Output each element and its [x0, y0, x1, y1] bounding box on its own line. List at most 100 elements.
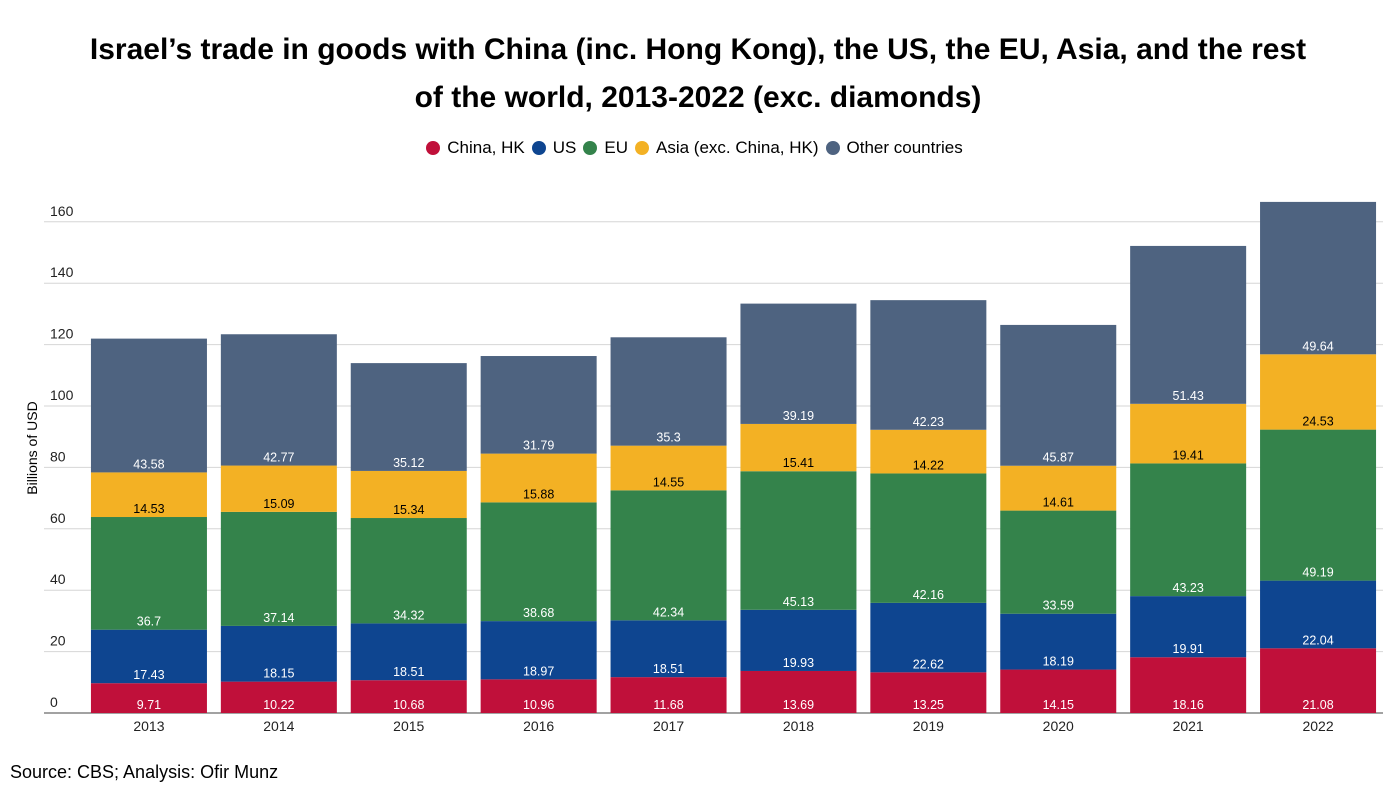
data-label: 14.61 [1043, 496, 1074, 510]
data-label: 14.22 [913, 458, 944, 472]
x-tick-label: 2016 [523, 718, 554, 734]
bar-segment [610, 620, 727, 678]
y-tick-label: 20 [50, 633, 66, 649]
bar-segment [610, 677, 727, 713]
data-label: 10.96 [523, 698, 554, 712]
data-label: 14.15 [1043, 698, 1074, 712]
bar-segment [480, 679, 597, 713]
bar-segment [870, 300, 987, 430]
bar-segment [350, 623, 467, 681]
x-tick-label: 2015 [393, 718, 424, 734]
y-tick-label: 60 [50, 510, 66, 526]
y-axis-label: Billions of USD [24, 401, 40, 494]
data-label: 42.77 [263, 451, 294, 465]
data-label: 15.88 [523, 487, 554, 501]
data-label: 22.04 [1302, 633, 1333, 647]
bar-segment [610, 337, 727, 446]
bar-segment [90, 338, 207, 473]
bar-segment [1260, 648, 1377, 713]
data-label: 35.3 [656, 431, 680, 445]
data-label: 14.55 [653, 475, 684, 489]
legend-swatch [531, 141, 546, 155]
bar-segment [1260, 580, 1377, 649]
data-label: 15.41 [783, 456, 814, 470]
data-label: 42.23 [913, 415, 944, 429]
data-label: 18.15 [263, 667, 294, 681]
bar-segment [480, 356, 597, 454]
data-label: 31.79 [523, 439, 554, 453]
data-label: 38.68 [523, 606, 554, 620]
bar-segment [1000, 510, 1117, 614]
data-label: 49.19 [1302, 566, 1333, 580]
bar-segment [480, 502, 597, 622]
data-label: 15.34 [393, 503, 424, 517]
bar-segment [350, 680, 467, 713]
data-label: 10.68 [393, 698, 424, 712]
bar-segment [870, 473, 987, 603]
bar-segment [740, 670, 857, 713]
bar-segment [740, 303, 857, 424]
legend-swatch [825, 141, 840, 155]
bar-segment [870, 672, 987, 713]
legend-label: China, HK [447, 138, 525, 157]
data-label: 45.13 [783, 595, 814, 609]
x-tick-label: 2020 [1043, 718, 1074, 734]
y-tick-label: 120 [50, 326, 74, 342]
data-label: 43.58 [133, 457, 164, 471]
data-label: 45.87 [1043, 451, 1074, 465]
y-tick-label: 0 [50, 694, 58, 710]
y-tick-label: 40 [50, 571, 66, 587]
bar-segment [220, 511, 337, 626]
bar-segment [220, 334, 337, 466]
bar-segment [90, 517, 207, 630]
data-label: 18.51 [393, 665, 424, 679]
data-label: 9.71 [137, 698, 161, 712]
chart-title: Israel’s trade in goods with China (inc.… [0, 26, 1396, 122]
chart-title-line1: Israel’s trade in goods with China (inc.… [89, 33, 1307, 66]
data-label: 13.69 [783, 698, 814, 712]
bar-segment [610, 445, 727, 491]
bar-segment [90, 472, 207, 518]
data-label: 14.53 [133, 502, 164, 516]
legend-item: Other countries [825, 138, 963, 158]
bar-segment [220, 625, 337, 682]
bar-segment [1000, 613, 1117, 670]
x-tick-label: 2019 [913, 718, 944, 734]
bar-segment [90, 683, 207, 713]
data-label: 33.59 [1043, 599, 1074, 613]
data-label: 19.41 [1173, 448, 1204, 462]
y-tick-label: 100 [50, 387, 74, 403]
data-label: 15.09 [263, 497, 294, 511]
bar-segment [1130, 403, 1247, 464]
legend-label: EU [604, 138, 628, 157]
data-label: 17.43 [133, 668, 164, 682]
y-tick-label: 160 [50, 203, 74, 219]
bar-segment [1130, 463, 1247, 597]
data-label: 42.16 [913, 588, 944, 602]
legend-item: Asia (exc. China, HK) [635, 138, 819, 158]
bar-segment [740, 471, 857, 610]
legend-item: US [531, 138, 577, 158]
bar-segment [350, 363, 467, 471]
bar-segment [1000, 669, 1117, 713]
data-label: 19.93 [783, 656, 814, 670]
data-label: 22.62 [913, 657, 944, 671]
legend-label: US [552, 138, 577, 157]
bar-segment [1130, 245, 1247, 404]
chart-legend: China, HK US EU Asia (exc. China, HK) Other … [0, 138, 1396, 158]
data-label: 37.14 [263, 611, 294, 625]
data-label: 34.32 [393, 608, 424, 622]
data-label: 18.16 [1173, 698, 1204, 712]
bar-segment [740, 423, 857, 472]
bar-segment [350, 518, 467, 624]
bar-segment [220, 681, 337, 713]
bar-segment [870, 429, 987, 474]
bar-segment [350, 470, 467, 519]
bar-segment [610, 490, 727, 621]
bar-segment [740, 609, 857, 671]
data-label: 11.68 [653, 698, 683, 712]
data-label: 39.19 [783, 409, 814, 423]
data-label: 36.7 [137, 615, 161, 629]
data-label: 10.22 [263, 698, 294, 712]
data-label: 35.12 [393, 456, 424, 470]
